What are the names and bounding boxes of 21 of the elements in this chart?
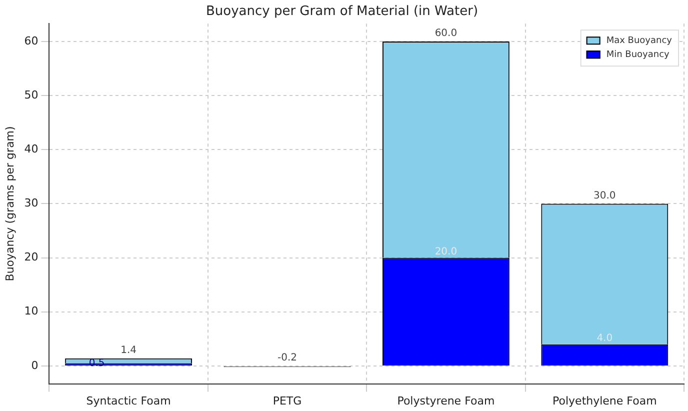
x-tick-label: Syntactic Foam (86, 394, 171, 408)
y-tick-label: 50 (24, 88, 38, 102)
total-label: 1.4 (120, 344, 136, 356)
y-tick-label: 30 (24, 196, 38, 210)
data-label: 4.0 (596, 332, 613, 344)
y-tick-label: 0 (31, 358, 38, 372)
y-tick-label: 60 (24, 34, 38, 48)
y-axis-title: Buoyancy (grams per gram) (3, 126, 16, 282)
x-tick-label: PETG (272, 394, 302, 408)
legend-label: Max Buoyancy (606, 36, 673, 46)
x-tick-label: Polyethylene Foam (552, 394, 657, 408)
legend-label: Min Buoyancy (606, 50, 670, 60)
total-label: -0.2 (277, 352, 298, 364)
total-label: 60.0 (434, 28, 458, 40)
chart-title: Buoyancy per Gram of Material (in Water) (206, 4, 478, 20)
x-tick-label: Polystyrene Foam (397, 394, 495, 408)
data-label: 20.0 (434, 246, 458, 258)
y-tick-label: 40 (24, 142, 38, 156)
total-label: 30.0 (594, 190, 616, 202)
y-tick-label: 20 (24, 250, 38, 264)
y-tick-label: 10 (24, 304, 38, 318)
